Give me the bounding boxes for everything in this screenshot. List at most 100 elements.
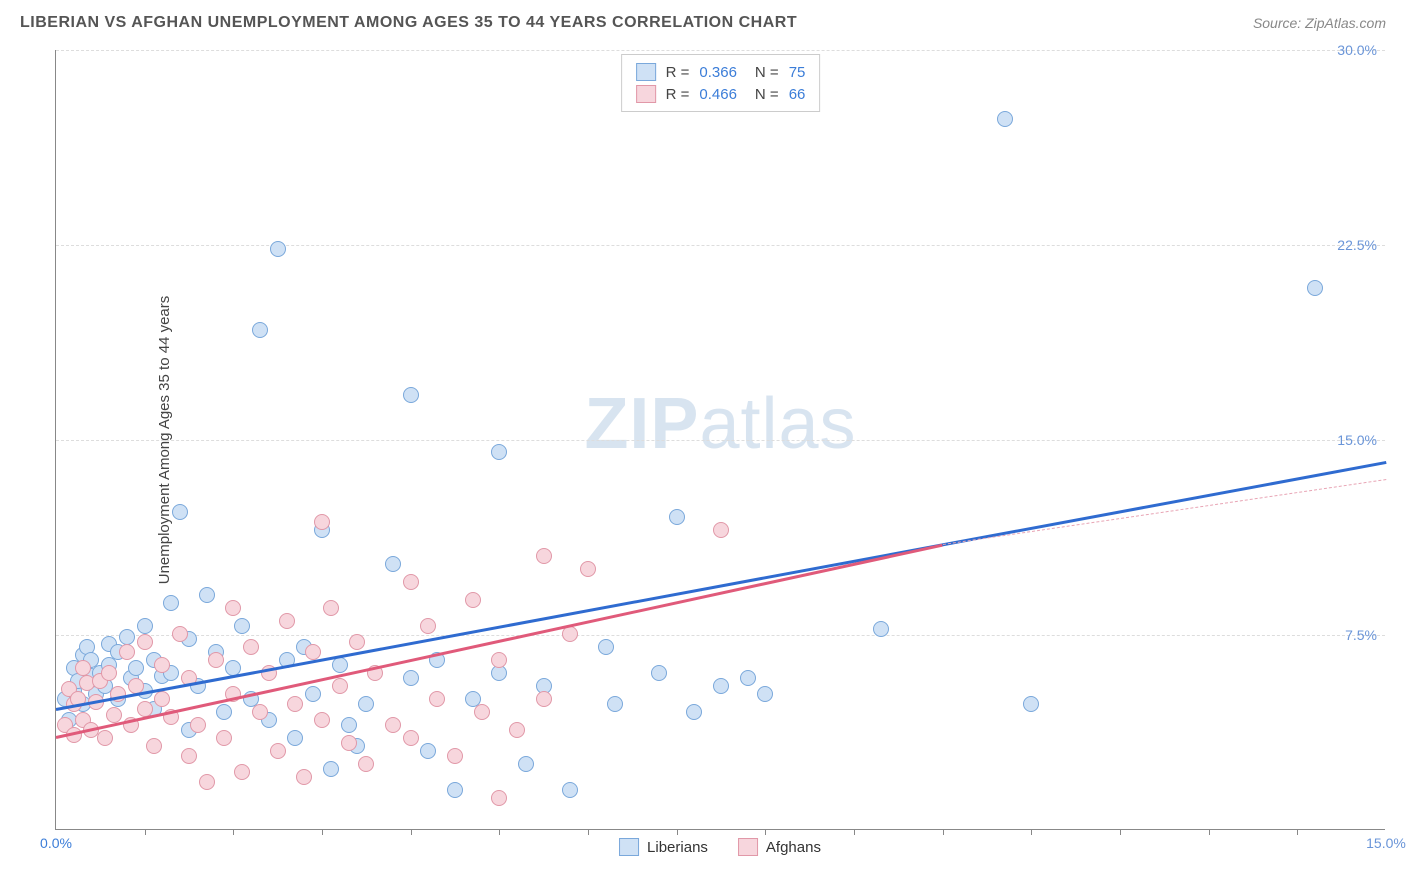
watermark: ZIPatlas [584, 383, 856, 465]
scatter-point [332, 657, 348, 673]
scatter-point [341, 717, 357, 733]
legend-correlation: R =0.366N =75R =0.466N =66 [621, 54, 821, 112]
x-tick-mark [1209, 829, 1210, 835]
gridline [56, 440, 1385, 441]
scatter-point [199, 774, 215, 790]
trendline [56, 461, 1387, 711]
scatter-point [997, 111, 1013, 127]
scatter-point [216, 730, 232, 746]
scatter-point [580, 561, 596, 577]
legend-swatch [619, 838, 639, 856]
y-tick-label: 22.5% [1337, 237, 1377, 253]
legend-swatch [738, 838, 758, 856]
y-tick-label: 7.5% [1345, 627, 1377, 643]
chart-area: Unemployment Among Ages 35 to 44 years Z… [55, 50, 1385, 830]
scatter-point [181, 748, 197, 764]
x-tick-mark [588, 829, 589, 835]
chart-title: LIBERIAN VS AFGHAN UNEMPLOYMENT AMONG AG… [20, 14, 797, 32]
scatter-point [234, 764, 250, 780]
scatter-point [403, 670, 419, 686]
watermark-zip: ZIP [584, 384, 699, 464]
scatter-point [420, 743, 436, 759]
scatter-point [1023, 696, 1039, 712]
scatter-point [279, 613, 295, 629]
scatter-point [296, 769, 312, 785]
scatter-point [536, 548, 552, 564]
scatter-point [190, 717, 206, 733]
r-label: R = [666, 64, 690, 81]
scatter-point [137, 618, 153, 634]
scatter-point [349, 634, 365, 650]
scatter-point [234, 618, 250, 634]
scatter-point [474, 704, 490, 720]
scatter-point [607, 696, 623, 712]
scatter-point [270, 241, 286, 257]
scatter-point [518, 756, 534, 772]
legend-correlation-row: R = 0.366 N = 75 [636, 61, 806, 83]
scatter-point [119, 629, 135, 645]
scatter-point [713, 678, 729, 694]
scatter-point [341, 735, 357, 751]
x-tick-label: 0.0% [40, 835, 72, 851]
x-tick-mark [943, 829, 944, 835]
scatter-point [287, 730, 303, 746]
legend-series: Liberians Afghans [619, 838, 821, 856]
scatter-point [757, 686, 773, 702]
chart-source: Source: ZipAtlas.com [1253, 15, 1386, 31]
scatter-point [465, 592, 481, 608]
scatter-point [385, 556, 401, 572]
scatter-point [208, 652, 224, 668]
x-tick-mark [854, 829, 855, 835]
scatter-point [1307, 280, 1323, 296]
scatter-point [713, 522, 729, 538]
scatter-point [154, 691, 170, 707]
legend-swatch [636, 85, 656, 103]
scatter-point [491, 652, 507, 668]
r-value: 0.366 [699, 64, 737, 81]
scatter-point [562, 782, 578, 798]
scatter-point [97, 730, 113, 746]
n-label: N = [755, 64, 779, 81]
scatter-point [420, 618, 436, 634]
x-tick-mark [765, 829, 766, 835]
trendline-extrapolated [943, 479, 1386, 545]
n-label: N = [755, 86, 779, 103]
y-tick-label: 30.0% [1337, 42, 1377, 58]
legend-series-item: Liberians [619, 838, 708, 856]
scatter-point [385, 717, 401, 733]
watermark-atlas: atlas [699, 384, 856, 464]
x-tick-mark [411, 829, 412, 835]
x-tick-mark [145, 829, 146, 835]
n-value: 75 [789, 64, 806, 81]
scatter-point [598, 639, 614, 655]
x-tick-mark [499, 829, 500, 835]
scatter-point [358, 756, 374, 772]
scatter-point [163, 595, 179, 611]
x-tick-mark [233, 829, 234, 835]
scatter-point [216, 704, 232, 720]
scatter-point [314, 712, 330, 728]
gridline [56, 635, 1385, 636]
scatter-point [686, 704, 702, 720]
scatter-point [358, 696, 374, 712]
scatter-point [429, 691, 445, 707]
legend-series-label: Afghans [766, 839, 821, 856]
scatter-point [536, 691, 552, 707]
r-value: 0.466 [699, 86, 737, 103]
scatter-point [323, 761, 339, 777]
scatter-point [873, 621, 889, 637]
scatter-point [119, 644, 135, 660]
scatter-point [403, 574, 419, 590]
scatter-point [305, 644, 321, 660]
scatter-point [252, 704, 268, 720]
scatter-point [75, 660, 91, 676]
gridline [56, 245, 1385, 246]
x-tick-mark [677, 829, 678, 835]
legend-correlation-row: R =0.466N =66 [636, 83, 806, 105]
scatter-point [137, 634, 153, 650]
plot-region: ZIPatlas R =0.366N =75R =0.466N =66 7.5%… [55, 50, 1385, 830]
scatter-point [101, 665, 117, 681]
scatter-point [314, 514, 330, 530]
scatter-point [128, 660, 144, 676]
scatter-point [669, 509, 685, 525]
